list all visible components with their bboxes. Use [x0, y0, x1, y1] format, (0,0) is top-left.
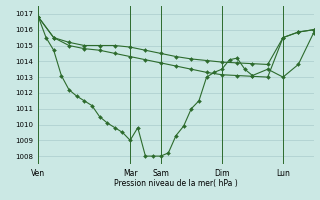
X-axis label: Pression niveau de la mer( hPa ): Pression niveau de la mer( hPa ) — [114, 179, 238, 188]
